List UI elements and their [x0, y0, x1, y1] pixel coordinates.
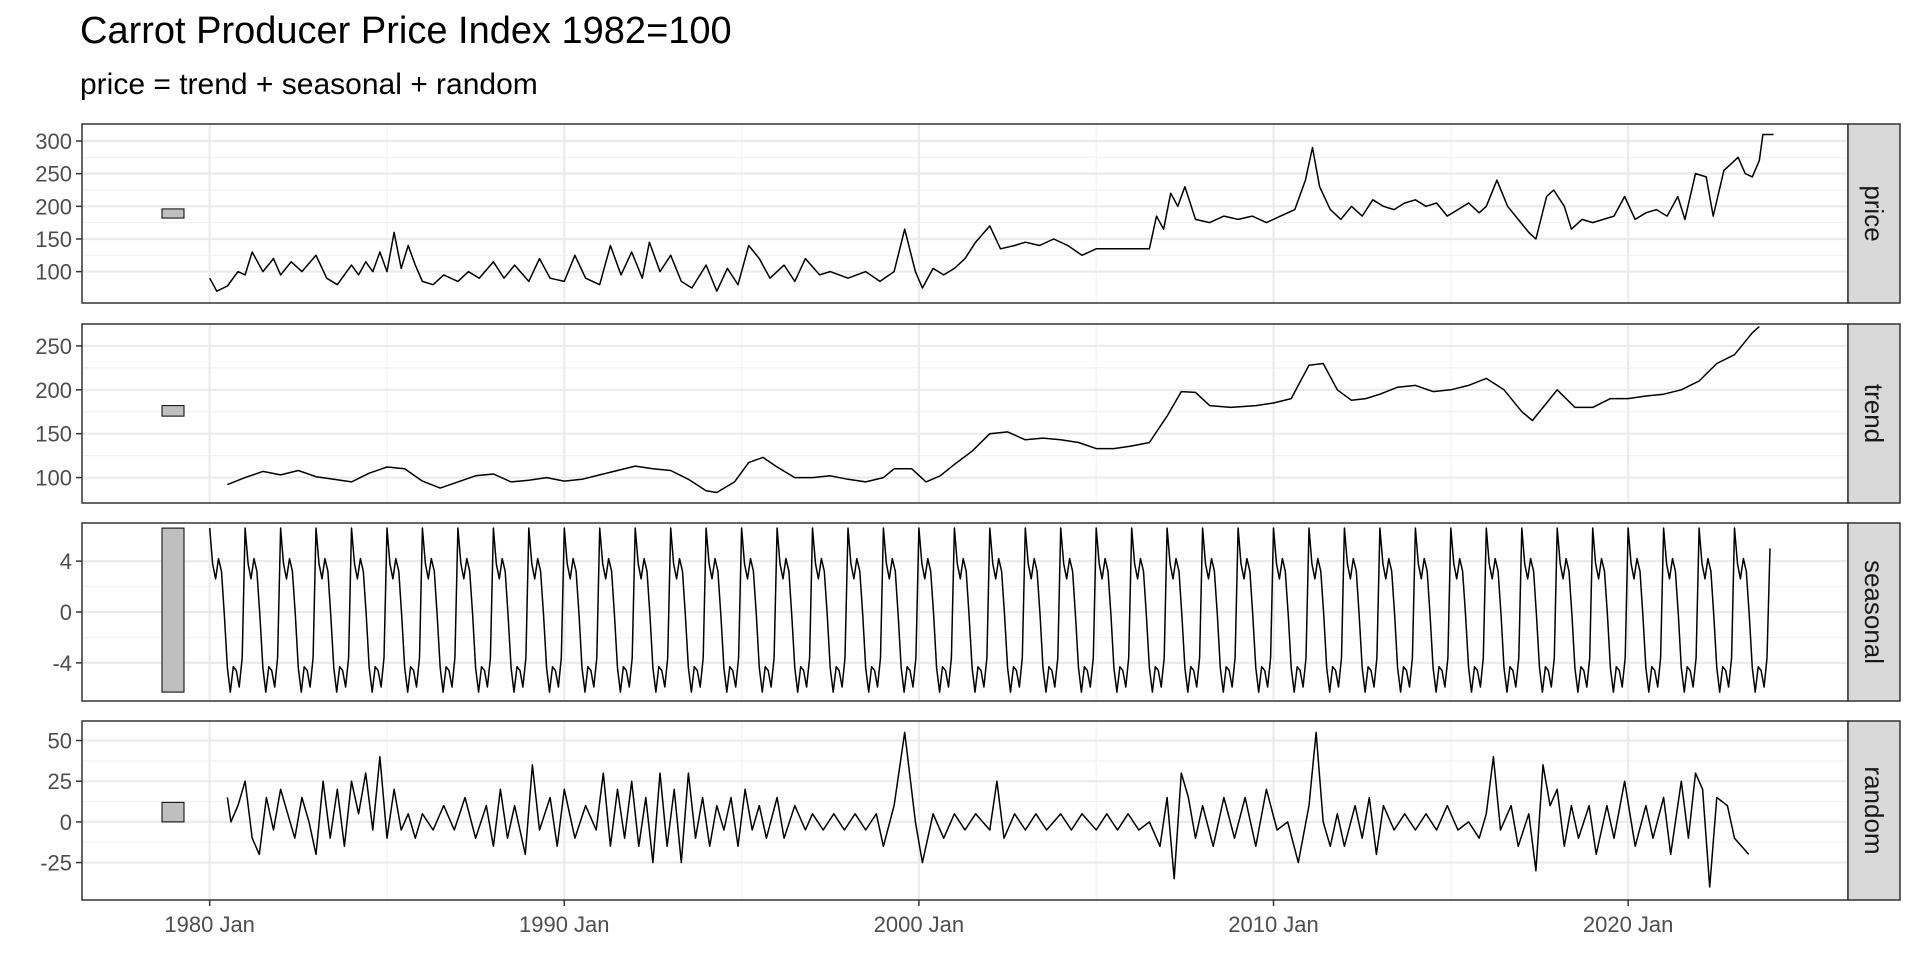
trend-y-tick-label: 150	[35, 422, 72, 447]
trend-series-line	[227, 326, 1760, 494]
random-series-line	[226, 731, 1750, 888]
random-y-tick-label: 50	[48, 729, 72, 754]
trend-strip-label: trend	[1859, 384, 1889, 443]
x-tick-label: 2010 Jan	[1228, 912, 1319, 937]
trend-y-tick-label: 250	[35, 334, 72, 359]
price-y-tick-label: 250	[35, 162, 72, 187]
x-tick-label: 2020 Jan	[1583, 912, 1674, 937]
random-strip	[1847, 720, 1901, 901]
trend-strip	[1847, 323, 1901, 504]
seasonal-y-tick-label: 0	[60, 600, 72, 625]
price-series-line	[209, 133, 1774, 292]
random-y-tick-label: 25	[48, 769, 72, 794]
random-y-tick-label: -25	[40, 851, 72, 876]
x-tick-label: 1980 Jan	[164, 912, 255, 937]
seasonal-y-tick-label: 4	[60, 549, 72, 574]
trend-y-tick-label: 100	[35, 466, 72, 491]
price-scale-bar	[161, 208, 185, 219]
seasonal-series-line	[208, 527, 1771, 693]
chart-title: Carrot Producer Price Index 1982=100	[80, 10, 732, 52]
x-tick-label: 2000 Jan	[874, 912, 965, 937]
seasonal-strip	[1847, 522, 1901, 702]
price-panel-bg	[82, 124, 1848, 303]
trend-panel-bg	[82, 324, 1848, 503]
chart-subtitle: price = trend + seasonal + random	[80, 68, 538, 101]
random-panel-bg	[82, 721, 1848, 900]
trend-y-tick-label: 200	[35, 378, 72, 403]
seasonal-y-tick-label: -4	[52, 651, 72, 676]
random-scale-bar	[161, 801, 185, 823]
random-strip-label: random	[1859, 766, 1889, 854]
trend-scale-bar	[161, 405, 185, 417]
price-y-tick-label: 150	[35, 227, 72, 252]
random-y-tick-label: 0	[60, 810, 72, 835]
price-y-tick-label: 200	[35, 194, 72, 219]
seasonal-scale-bar	[161, 527, 185, 693]
price-y-tick-label: 300	[35, 129, 72, 154]
price-strip-label: price	[1859, 185, 1889, 241]
seasonal-strip-label: seasonal	[1859, 560, 1889, 664]
price-strip	[1847, 123, 1901, 304]
price-y-tick-label: 100	[35, 260, 72, 285]
x-tick-label: 1990 Jan	[519, 912, 610, 937]
